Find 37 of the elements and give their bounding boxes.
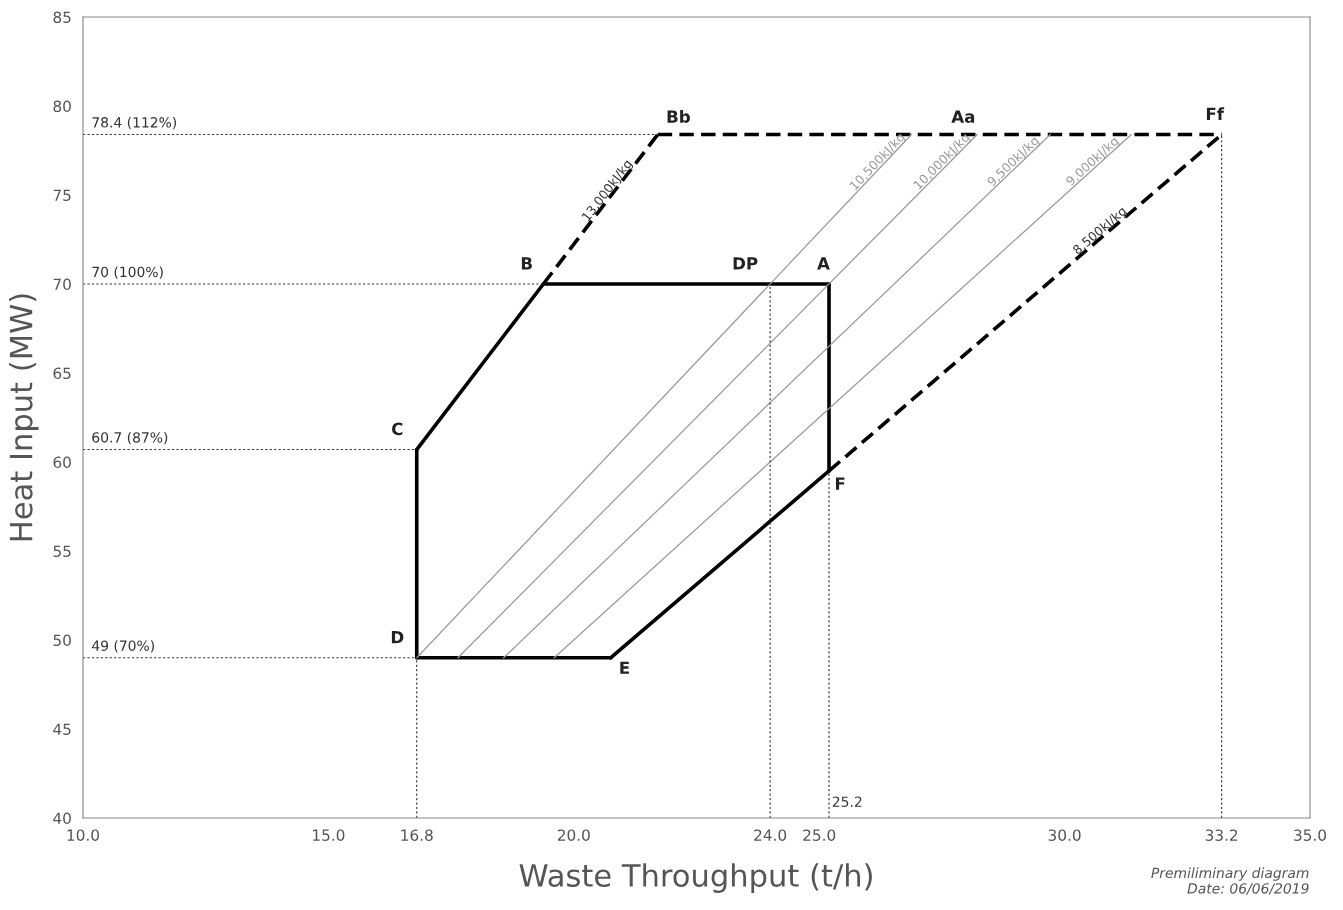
x-tick-label: 10.0 [67,829,99,841]
x-tick-label: 20.0 [557,829,590,841]
x-tick-label: 16.8 [401,829,433,841]
x-tick-label: 33.2 [1205,829,1238,841]
y-tick-label: 85 [53,11,71,24]
annotation: 70 (100%) [92,266,163,279]
annotation: C [392,422,403,436]
y-tick-label: 70 [53,278,71,291]
annotation: 60.7 (87%) [92,431,168,445]
annotation: 25.2 [832,796,862,807]
x-tick-label: 24.0 [754,829,787,841]
annotation: D [391,631,404,644]
y-axis-title: Heat Input (MW) [9,294,39,541]
y-tick-label: 45 [53,723,71,736]
annotation: Aa [951,110,975,123]
annotation: 78.4 (112%) [92,116,177,130]
annotation: F [835,477,845,490]
x-tick-label: 30.0 [1048,829,1081,841]
x-tick-label: 15.0 [313,829,345,841]
y-tick-label: 50 [53,634,71,647]
annotation: 49 (70%) [92,640,154,653]
text: Premiliminary diagram Date: 06/06/2019 [1151,867,1309,895]
annotation: B [521,257,532,270]
y-tick-label: 75 [53,189,71,202]
y-tick-label: 80 [53,100,71,113]
x-tick-label: 35.0 [1294,829,1326,841]
y-tick-label: 60 [53,456,71,469]
x-axis-title: Waste Throughput (t/h) [519,863,872,893]
y-tick-label: 65 [53,367,71,380]
annotation: A [817,257,830,270]
annotation: E [620,661,629,674]
x-tick-label: 25.0 [803,829,836,841]
y-tick-label: 55 [53,545,71,558]
annotation: Bb [667,110,690,123]
y-tick-label: 40 [53,812,71,825]
annotation: DP [733,257,758,270]
annotation: Ff [1206,107,1225,120]
